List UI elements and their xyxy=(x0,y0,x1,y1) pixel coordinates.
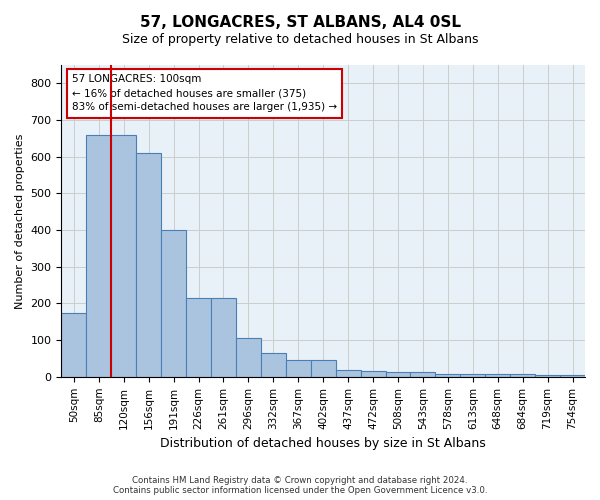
Text: 57 LONGACRES: 100sqm
← 16% of detached houses are smaller (375)
83% of semi-deta: 57 LONGACRES: 100sqm ← 16% of detached h… xyxy=(72,74,337,112)
Bar xyxy=(286,360,311,377)
Bar xyxy=(510,374,535,377)
Text: Size of property relative to detached houses in St Albans: Size of property relative to detached ho… xyxy=(122,32,478,46)
Bar xyxy=(460,374,485,377)
Bar xyxy=(410,372,436,377)
X-axis label: Distribution of detached houses by size in St Albans: Distribution of detached houses by size … xyxy=(160,437,486,450)
Bar xyxy=(361,372,386,377)
Bar xyxy=(61,312,86,377)
Bar xyxy=(111,134,136,377)
Y-axis label: Number of detached properties: Number of detached properties xyxy=(15,133,25,308)
Bar xyxy=(535,375,560,377)
Bar xyxy=(436,374,460,377)
Bar xyxy=(261,353,286,377)
Bar xyxy=(86,134,111,377)
Bar xyxy=(386,372,410,377)
Bar xyxy=(485,374,510,377)
Bar xyxy=(186,298,211,377)
Bar xyxy=(211,298,236,377)
Bar xyxy=(161,230,186,377)
Bar xyxy=(335,370,361,377)
Bar xyxy=(136,153,161,377)
Bar xyxy=(560,375,585,377)
Text: 57, LONGACRES, ST ALBANS, AL4 0SL: 57, LONGACRES, ST ALBANS, AL4 0SL xyxy=(139,15,461,30)
Text: Contains HM Land Registry data © Crown copyright and database right 2024.
Contai: Contains HM Land Registry data © Crown c… xyxy=(113,476,487,495)
Bar xyxy=(311,360,335,377)
Bar xyxy=(236,338,261,377)
